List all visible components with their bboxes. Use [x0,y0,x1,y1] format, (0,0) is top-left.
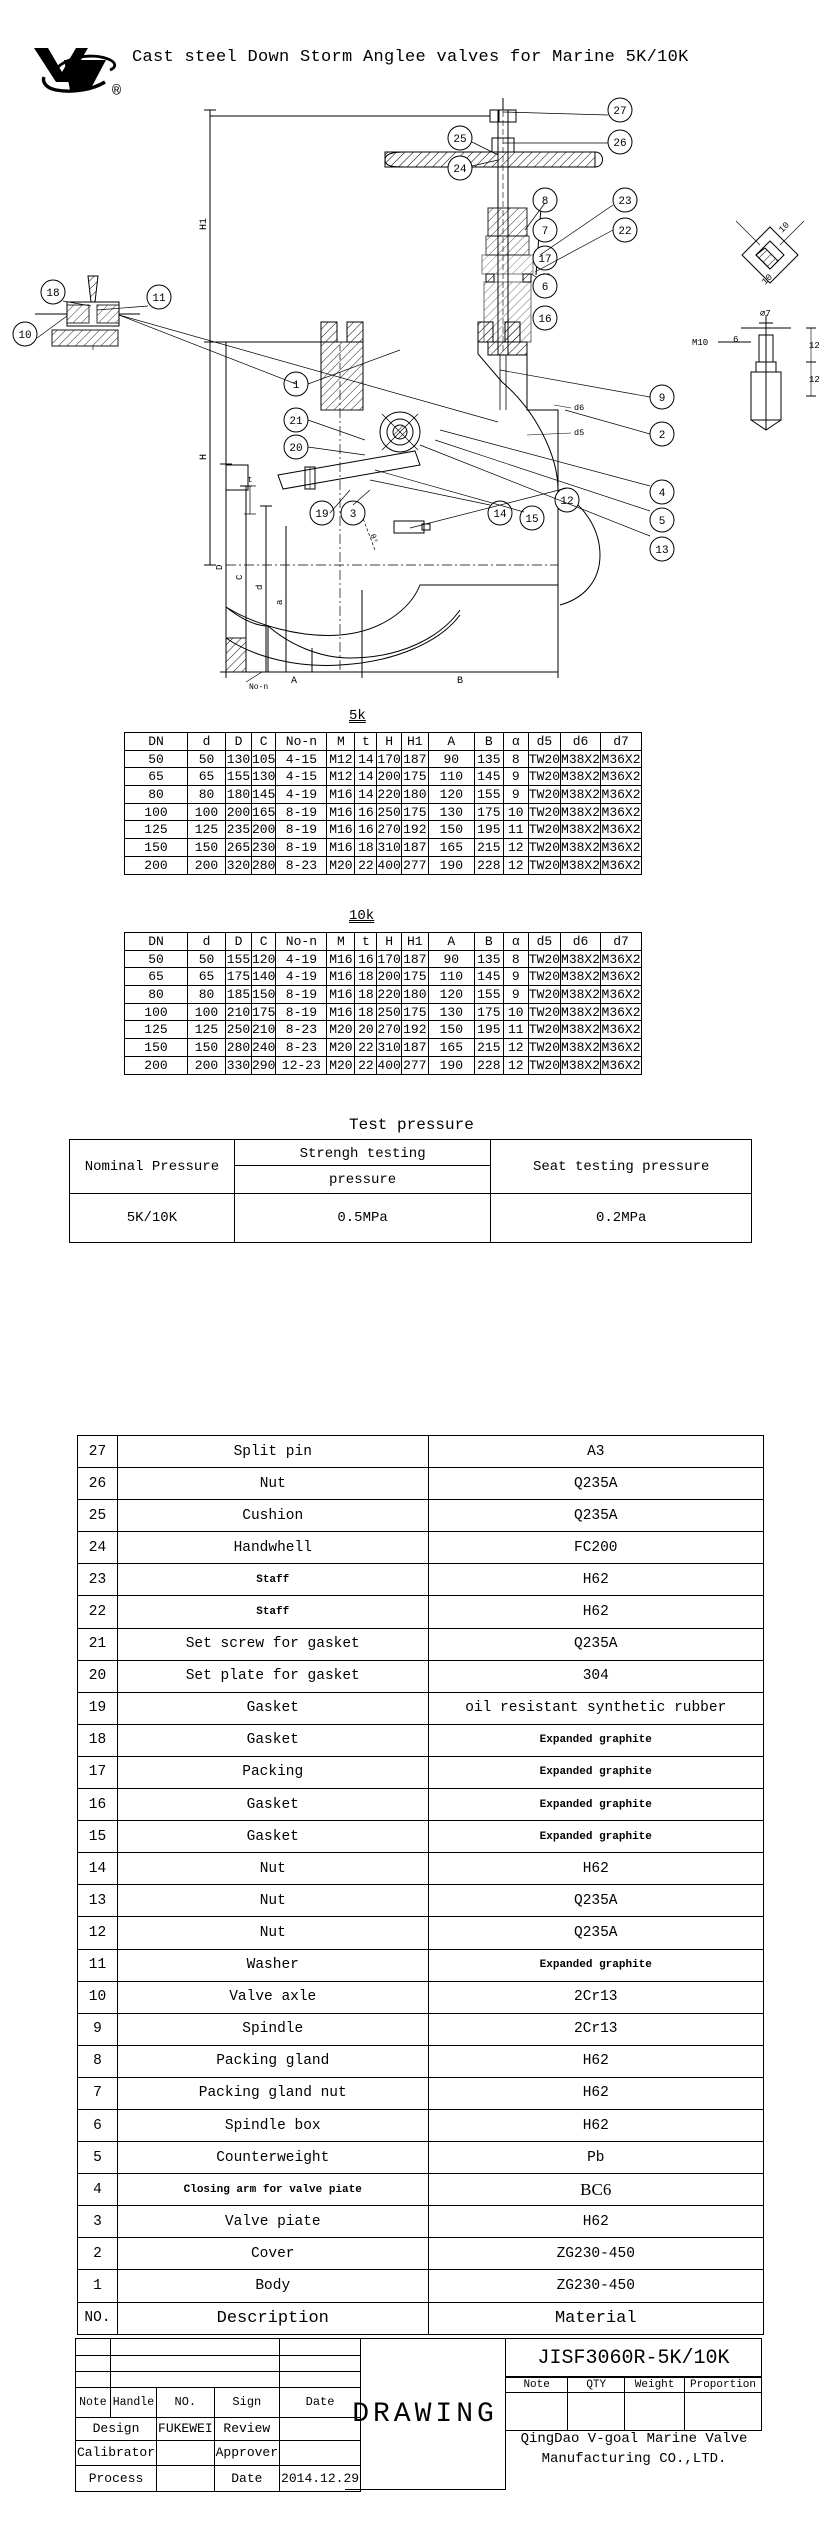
svg-text:4: 4 [659,488,666,500]
svg-text:H1: H1 [199,218,210,230]
svg-text:19: 19 [315,509,328,521]
svg-text:18: 18 [46,288,59,300]
svg-text:20: 20 [289,443,302,455]
svg-text:27: 27 [613,106,626,118]
svg-text:d6: d6 [574,403,584,413]
svg-text:C: C [235,574,245,580]
svg-text:26: 26 [613,138,626,150]
svg-text:14: 14 [493,509,507,521]
svg-text:No-n: No-n [249,683,268,692]
svg-text:d5: d5 [574,428,584,438]
svg-text:10: 10 [18,330,31,342]
svg-text:25: 25 [453,134,466,146]
svg-text:16: 16 [538,314,551,326]
svg-text:5: 5 [659,516,666,528]
svg-text:⌀7: ⌀7 [760,309,771,319]
svg-text:12: 12 [809,375,820,385]
svg-text:1: 1 [293,380,300,392]
svg-text:d: d [255,585,265,590]
svg-text:θ°: θ° [367,533,379,545]
svg-text:15: 15 [525,514,538,526]
svg-text:t: t [248,476,253,485]
svg-text:H: H [199,454,210,460]
svg-text:22: 22 [618,226,631,238]
svg-text:a: a [275,599,285,605]
svg-text:12: 12 [560,496,573,508]
svg-text:A: A [291,676,297,687]
svg-text:13: 13 [655,545,668,557]
svg-text:M10: M10 [692,338,708,348]
svg-text:2: 2 [659,430,666,442]
svg-text:10: 10 [777,220,792,235]
svg-text:24: 24 [453,164,467,176]
svg-text:21: 21 [289,416,303,428]
svg-text:B: B [457,676,463,687]
svg-text:7: 7 [542,226,549,238]
svg-text:12: 12 [809,341,820,351]
svg-text:23: 23 [618,196,631,208]
svg-text:9: 9 [659,393,666,405]
svg-text:11: 11 [152,293,166,305]
svg-text:3: 3 [350,509,357,521]
svg-text:6: 6 [542,282,549,294]
svg-text:6: 6 [733,335,738,345]
svg-text:D: D [215,565,225,570]
